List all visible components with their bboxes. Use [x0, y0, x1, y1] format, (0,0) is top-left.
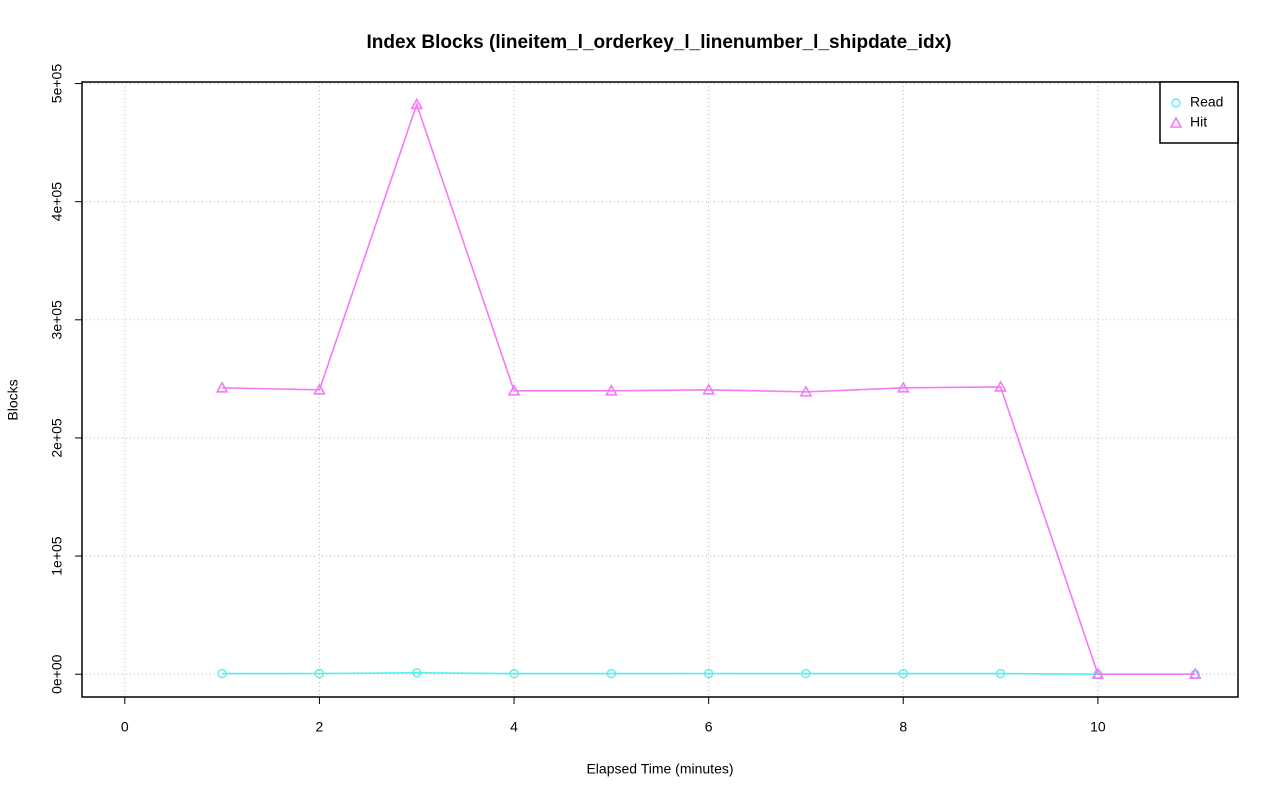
data-point: [702, 383, 716, 395]
plot-frame: [81, 81, 1239, 698]
y-tick-label: 2e+05: [49, 418, 65, 458]
data-point: [410, 97, 424, 110]
data-point: [215, 381, 229, 393]
data-point: [217, 668, 227, 679]
series-line: [222, 101, 1196, 675]
x-tick-label: 0: [121, 719, 129, 735]
x-tick-label: 6: [705, 719, 713, 735]
y-axis-label: Blocks: [5, 379, 21, 420]
series-line: [222, 671, 1196, 675]
x-tick-label: 4: [510, 719, 518, 735]
data-point: [606, 668, 617, 679]
data-point: [801, 668, 811, 679]
data-point: [896, 381, 910, 393]
legend-label: Read: [1190, 94, 1223, 110]
legend-label: Hit: [1190, 114, 1207, 130]
x-tick-label: 2: [316, 719, 324, 735]
x-tick-label: 8: [899, 719, 907, 735]
data-point: [314, 668, 325, 679]
y-tick-label: 0e+00: [49, 654, 65, 694]
chart-title: Index Blocks (lineitem_l_orderkey_l_line…: [367, 32, 952, 53]
data-point: [507, 384, 521, 396]
x-tick-label: 10: [1090, 719, 1106, 735]
y-tick-label: 4e+05: [49, 182, 65, 222]
y-tick-label: 3e+05: [49, 300, 65, 340]
data-point: [412, 668, 422, 678]
legend-box: [1159, 81, 1239, 144]
legend-marker: [1171, 98, 1181, 108]
data-point: [313, 383, 326, 395]
y-tick-label: 5e+05: [49, 64, 65, 104]
data-point: [898, 668, 908, 679]
data-point: [799, 385, 813, 397]
data-point: [509, 668, 519, 679]
x-axis-label: Elapsed Time (minutes): [586, 761, 733, 777]
data-point: [1091, 667, 1105, 679]
data-point: [995, 668, 1006, 679]
data-point: [703, 668, 714, 679]
data-point: [994, 380, 1007, 392]
y-tick-label: 1e+05: [49, 536, 65, 576]
legend-marker: [1169, 116, 1183, 128]
data-point: [1188, 667, 1202, 679]
data-point: [604, 384, 618, 396]
